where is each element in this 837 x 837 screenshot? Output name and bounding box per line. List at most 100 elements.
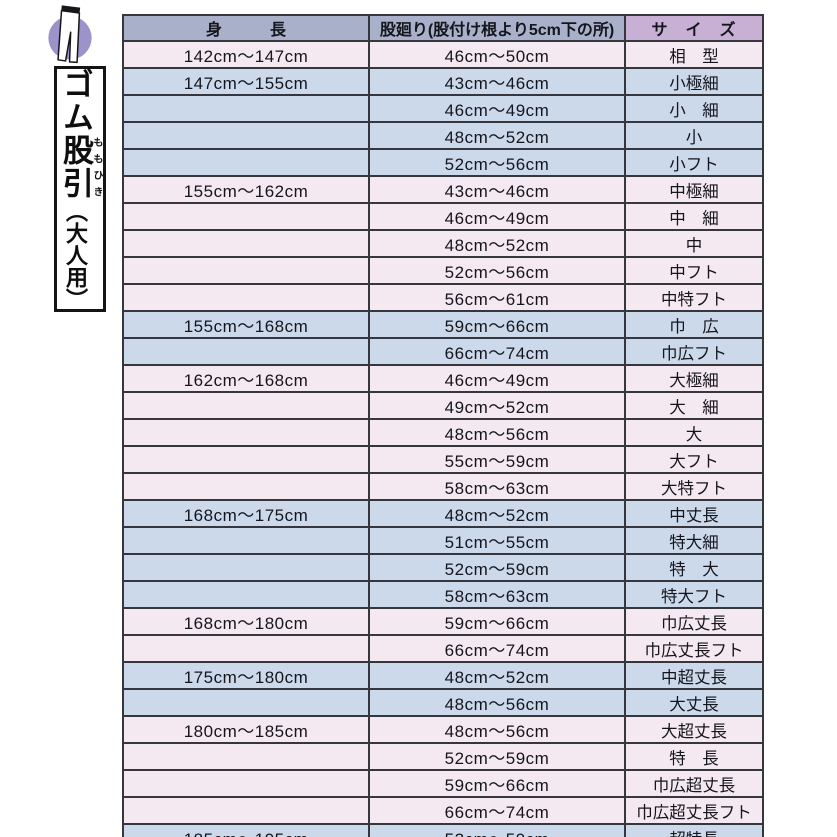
title-main-ruby: 股引ももひき xyxy=(58,134,102,200)
table-row: 66cm〜74cm 巾広丈長フト xyxy=(122,634,764,664)
size-cell: 小極細 xyxy=(624,67,764,97)
height-cell xyxy=(122,526,370,556)
height-cell: 168cm〜175cm xyxy=(122,499,370,529)
table-row: 48cm〜52cm 中 xyxy=(122,229,764,259)
girth-cell: 52cm〜59cm xyxy=(368,823,626,837)
size-cell: 小 xyxy=(624,121,764,151)
girth-cell: 52cm〜56cm xyxy=(368,256,626,286)
table-row: 46cm〜49cm 小 細 xyxy=(122,94,764,124)
size-cell: 大丈長 xyxy=(624,688,764,718)
height-cell xyxy=(122,94,370,124)
table-row: 66cm〜74cm 巾広超丈長フト xyxy=(122,796,764,826)
girth-cell: 66cm〜74cm xyxy=(368,337,626,367)
girth-cell: 59cm〜66cm xyxy=(368,310,626,340)
girth-cell: 46cm〜49cm xyxy=(368,202,626,232)
height-cell xyxy=(122,580,370,610)
size-cell: 相 型 xyxy=(624,40,764,70)
table-row: 66cm〜74cm 巾広フト xyxy=(122,337,764,367)
size-cell: 大超丈長 xyxy=(624,715,764,745)
table-row: 49cm〜52cm 大 細 xyxy=(122,391,764,421)
table-row: 46cm〜49cm 中 細 xyxy=(122,202,764,232)
girth-cell: 52cm〜56cm xyxy=(368,148,626,178)
size-cell: 中超丈長 xyxy=(624,661,764,691)
table-row: 162cm〜168cm 46cm〜49cm 大極細 xyxy=(122,364,764,394)
height-cell xyxy=(122,742,370,772)
height-cell xyxy=(122,337,370,367)
height-cell xyxy=(122,229,370,259)
height-cell xyxy=(122,634,370,664)
table-row: 175cm〜180cm 48cm〜52cm 中超丈長 xyxy=(122,661,764,691)
size-chart-table: 身 長 股廻り(股付け根より5cm下の所) サ イ ズ 142cm〜147cm 4… xyxy=(122,13,764,837)
girth-cell: 52cm〜59cm xyxy=(368,742,626,772)
size-cell: 大フト xyxy=(624,445,764,475)
size-cell: 小フト xyxy=(624,148,764,178)
table-row: 52cm〜56cm 小フト xyxy=(122,148,764,178)
size-cell: 小 細 xyxy=(624,94,764,124)
header-girth: 股廻り(股付け根より5cm下の所) xyxy=(368,13,626,43)
height-cell: 185cm〜195cm xyxy=(122,823,370,837)
table-row: 52cm〜56cm 中フト xyxy=(122,256,764,286)
height-cell: 155cm〜168cm xyxy=(122,310,370,340)
momohiki-pants-icon xyxy=(40,4,100,68)
size-cell: 特大細 xyxy=(624,526,764,556)
size-table-body: 142cm〜147cm 46cm〜50cm 相 型 147cm〜155cm 43cm〜4… xyxy=(122,40,764,837)
girth-cell: 58cm〜63cm xyxy=(368,472,626,502)
girth-cell: 48cm〜56cm xyxy=(368,688,626,718)
girth-cell: 43cm〜46cm xyxy=(368,67,626,97)
height-cell: 168cm〜180cm xyxy=(122,607,370,637)
title-furigana: ももひき xyxy=(91,134,103,200)
height-cell: 142cm〜147cm xyxy=(122,40,370,70)
size-cell: 大 xyxy=(624,418,764,448)
size-cell: 特大フト xyxy=(624,580,764,610)
height-cell xyxy=(122,553,370,583)
height-cell xyxy=(122,148,370,178)
size-cell: 巾 広 xyxy=(624,310,764,340)
table-row: 185cm〜195cm52cm〜59cm超特長 xyxy=(122,823,764,837)
table-row: 52cm〜59cm 特 大 xyxy=(122,553,764,583)
table-row: 180cm〜185cm 48cm〜56cm 大超丈長 xyxy=(122,715,764,745)
size-cell: 大特フト xyxy=(624,472,764,502)
girth-cell: 56cm〜61cm xyxy=(368,283,626,313)
height-cell: 175cm〜180cm xyxy=(122,661,370,691)
height-cell: 180cm〜185cm xyxy=(122,715,370,745)
girth-cell: 46cm〜49cm xyxy=(368,94,626,124)
girth-cell: 66cm〜74cm xyxy=(368,796,626,826)
height-cell xyxy=(122,472,370,502)
table-row: 58cm〜63cm 大特フト xyxy=(122,472,764,502)
girth-cell: 48cm〜52cm xyxy=(368,661,626,691)
size-cell: 中特フト xyxy=(624,283,764,313)
height-cell: 162cm〜168cm xyxy=(122,364,370,394)
size-cell: 中極細 xyxy=(624,175,764,205)
pants-waistband xyxy=(61,5,81,14)
table-row: 58cm〜63cm 特大フト xyxy=(122,580,764,610)
size-cell: 巾広フト xyxy=(624,337,764,367)
size-cell: 中フト xyxy=(624,256,764,286)
pants-icon-svg xyxy=(48,5,92,64)
girth-cell: 66cm〜74cm xyxy=(368,634,626,664)
girth-cell: 49cm〜52cm xyxy=(368,391,626,421)
girth-cell: 51cm〜55cm xyxy=(368,526,626,556)
size-cell: 巾広超丈長 xyxy=(624,769,764,799)
size-cell: 中 xyxy=(624,229,764,259)
size-cell: 大極細 xyxy=(624,364,764,394)
height-cell: 155cm〜162cm xyxy=(122,175,370,205)
size-cell: 中 細 xyxy=(624,202,764,232)
height-cell xyxy=(122,121,370,151)
table-row: 56cm〜61cm 中特フト xyxy=(122,283,764,313)
height-cell xyxy=(122,202,370,232)
size-cell: 巾広丈長フト xyxy=(624,634,764,664)
girth-cell: 55cm〜59cm xyxy=(368,445,626,475)
height-cell xyxy=(122,418,370,448)
title-suffix: （大人用） xyxy=(63,200,89,310)
height-cell xyxy=(122,796,370,826)
table-row: 59cm〜66cm 巾広超丈長 xyxy=(122,769,764,799)
girth-cell: 46cm〜49cm xyxy=(368,364,626,394)
table-row: 147cm〜155cm 43cm〜46cm 小極細 xyxy=(122,67,764,97)
girth-cell: 48cm〜56cm xyxy=(368,715,626,745)
table-row: 48cm〜52cm 小 xyxy=(122,121,764,151)
size-cell: 特 大 xyxy=(624,553,764,583)
girth-cell: 59cm〜66cm xyxy=(368,607,626,637)
header-size: サ イ ズ xyxy=(624,13,764,43)
table-row: 155cm〜168cm 59cm〜66cm 巾 広 xyxy=(122,310,764,340)
height-cell xyxy=(122,283,370,313)
